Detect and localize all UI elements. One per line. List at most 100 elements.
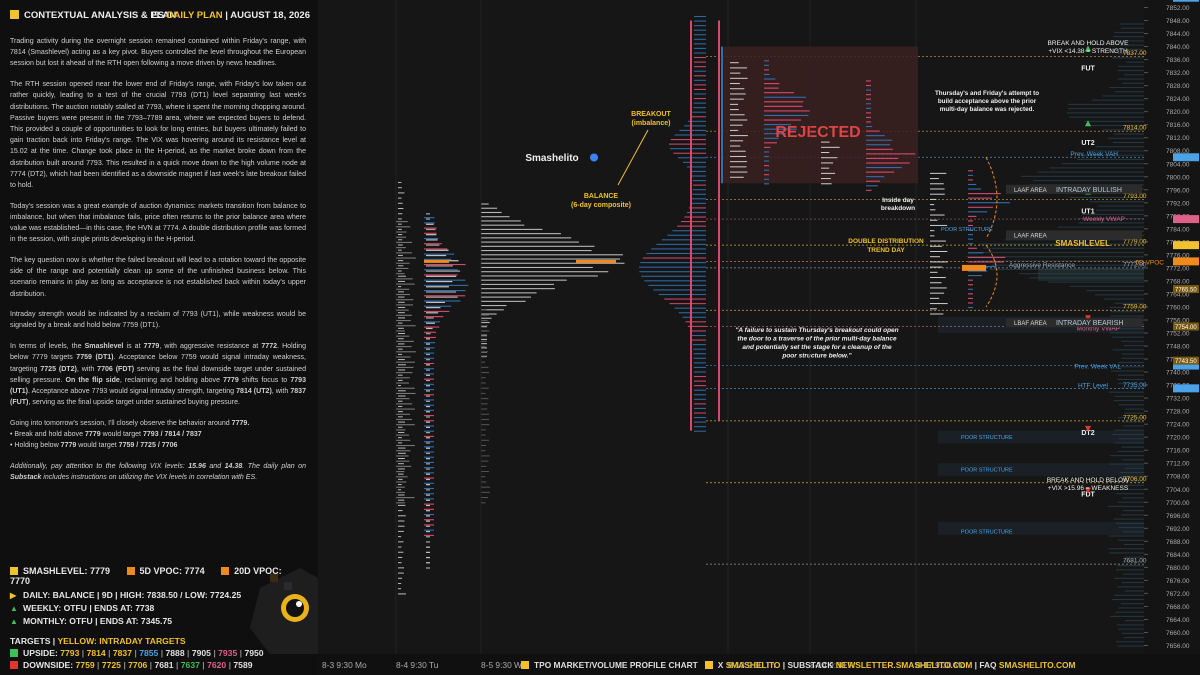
footer-square-icon [521, 661, 529, 669]
x-handle-link[interactable]: SMASHELITO [725, 660, 781, 670]
volume-bar [1114, 594, 1144, 596]
volume-bar [424, 253, 455, 255]
target-value: 7637 [180, 660, 200, 670]
tpo-letters [930, 313, 944, 315]
volume-bar [764, 110, 810, 112]
tpo-row [481, 288, 555, 290]
volume-bar [764, 165, 769, 167]
tpo-letters [396, 267, 409, 270]
vpoc-label: 5D VPOC [1135, 259, 1164, 266]
volume-bar [764, 155, 769, 158]
volume-bar [424, 300, 461, 302]
volume-bar [866, 116, 871, 118]
tpo-letters [481, 491, 490, 493]
tpo-letters [396, 314, 412, 316]
volume-bar [682, 316, 706, 318]
tpo-letters [398, 327, 404, 329]
rejected-box [722, 46, 918, 184]
faq-link[interactable]: SMASHELITO.COM [998, 660, 1076, 670]
instrument-label: ES [151, 10, 165, 21]
volume-bar [1112, 433, 1144, 436]
volume-bar [694, 15, 706, 18]
tpo-row [426, 234, 437, 236]
volume-bar [1049, 167, 1144, 169]
volume-bar [1089, 201, 1144, 203]
level-price-label: 7772.00 [1123, 261, 1147, 268]
tpo-row [426, 291, 457, 293]
volume-bar [764, 146, 771, 148]
tpo-row [481, 321, 490, 324]
tpo-letters [398, 249, 402, 251]
tpo-letters [396, 356, 411, 358]
volume-bar [1112, 141, 1144, 144]
tpo-row [426, 468, 430, 470]
volume-bar [866, 176, 885, 178]
observe-paragraph: Going into tomorrow's session, I'll clos… [10, 419, 250, 450]
volume-bar [644, 280, 706, 282]
poor-structure-label: POOR STRUCTURE [961, 435, 1013, 441]
y-tick-label: 7668.00 [1166, 604, 1190, 611]
volume-bar [1111, 598, 1144, 601]
volume-bar [424, 269, 459, 271]
tpo-letters [730, 155, 747, 157]
tpo-letters [396, 413, 410, 415]
triangle-down-icon [1085, 315, 1091, 322]
volume-bar [424, 352, 435, 354]
volume-bar [1110, 315, 1144, 317]
volume-bar [866, 153, 916, 155]
volume-bar [1119, 471, 1144, 474]
tpo-letters [930, 297, 940, 299]
tpo-row [426, 530, 430, 533]
tpo-letters [481, 377, 486, 379]
tpo-letters [481, 434, 486, 436]
volume-bar [968, 202, 1010, 204]
tpo-letters [398, 577, 403, 579]
tpo-letters [481, 356, 487, 358]
substack-link[interactable]: NEWSLETTER.SMASHELITO.COM [835, 660, 973, 670]
tpo-letters [481, 455, 490, 457]
volume-bar [656, 243, 706, 245]
tpo-letters [398, 556, 403, 558]
target-value: 7620 [207, 660, 227, 670]
volume-bar [764, 178, 769, 180]
volume-bar [424, 399, 435, 401]
volume-bar [424, 222, 435, 224]
volume-bar [424, 217, 435, 219]
tpo-letters [930, 235, 935, 237]
axis-price-tag [1173, 153, 1199, 162]
footer-square-icon [704, 661, 713, 669]
volume-bar [692, 180, 706, 182]
volume-bar [694, 416, 706, 419]
volume-bar [1114, 91, 1144, 93]
footer-chart-label: TPO MARKET/VOLUME PROFILE CHART [534, 660, 698, 670]
tpo-letters [481, 366, 489, 368]
tpo-letters [730, 161, 747, 163]
y-tick-label: 7748.00 [1166, 344, 1190, 351]
volume-bar [1029, 277, 1144, 279]
volume-bar [1123, 543, 1144, 546]
target-value: 7935 [218, 648, 238, 658]
paragraph: The key question now is whether the fail… [10, 256, 306, 298]
y-tick-label: 7824.00 [1166, 96, 1190, 103]
volume-bar [1123, 484, 1144, 486]
tpo-letters [481, 319, 488, 321]
volume-bar [866, 162, 910, 164]
tpo-row [481, 347, 487, 349]
tpo-row [481, 338, 487, 340]
tpo-letters [930, 250, 948, 252]
tpo-letters [730, 145, 741, 147]
tpo-letters [481, 351, 489, 353]
tpo-letters [398, 426, 403, 428]
volume-bar [1121, 497, 1144, 499]
tpo-letters [398, 239, 403, 241]
lbaf-label: LBAF AREA [1014, 321, 1047, 327]
tpo-letters [396, 476, 408, 478]
tpo-letters [398, 312, 405, 314]
volume-bar [1102, 95, 1144, 97]
volume-bar [424, 519, 434, 521]
volume-bar [1069, 116, 1144, 118]
volume-bar [1124, 620, 1144, 622]
volume-bar [1123, 74, 1144, 76]
volume-bar [692, 339, 706, 341]
y-tick-label: 7740.00 [1166, 370, 1190, 377]
